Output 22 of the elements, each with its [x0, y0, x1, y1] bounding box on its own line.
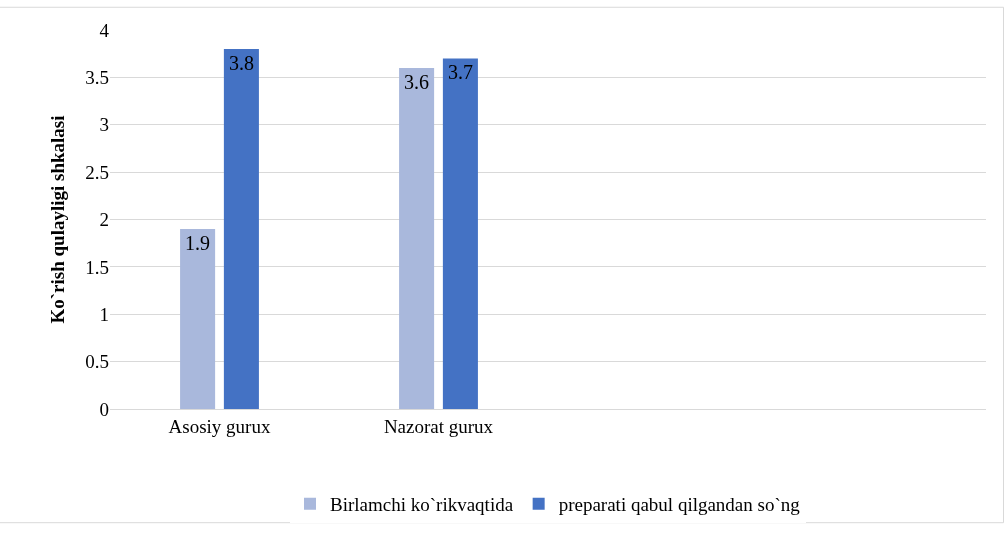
y-tick-label: 2 [99, 209, 109, 231]
x-tick-label: Asosiy gurux [168, 415, 271, 437]
y-tick-label: 3 [99, 114, 109, 136]
y-tick-label: 0 [99, 398, 109, 420]
data-label: 3.8 [228, 51, 254, 74]
y-tick-label: 0.5 [85, 351, 109, 373]
bar [223, 48, 259, 409]
y-axis-title: Ko`rish qulayligi shkalasi [47, 115, 69, 324]
x-tick-label: Nazorat gurux [383, 415, 494, 437]
legend-label: preparati qabul qilgandan so`ng [558, 494, 801, 516]
y-tick-label: 4 [99, 19, 110, 41]
legend-label: Birlamchi ko`rikvaqtida [330, 494, 514, 516]
bar [180, 228, 216, 409]
data-label: 1.9 [185, 231, 211, 254]
bar [442, 58, 478, 409]
y-tick-label: 1.5 [85, 256, 109, 278]
y-tick-label: 3.5 [85, 67, 109, 89]
data-label: 3.6 [404, 70, 430, 93]
y-tick-label: 1 [99, 303, 109, 325]
bar [399, 67, 435, 409]
data-label: 3.7 [447, 61, 473, 84]
y-tick-label: 2.5 [85, 161, 109, 183]
